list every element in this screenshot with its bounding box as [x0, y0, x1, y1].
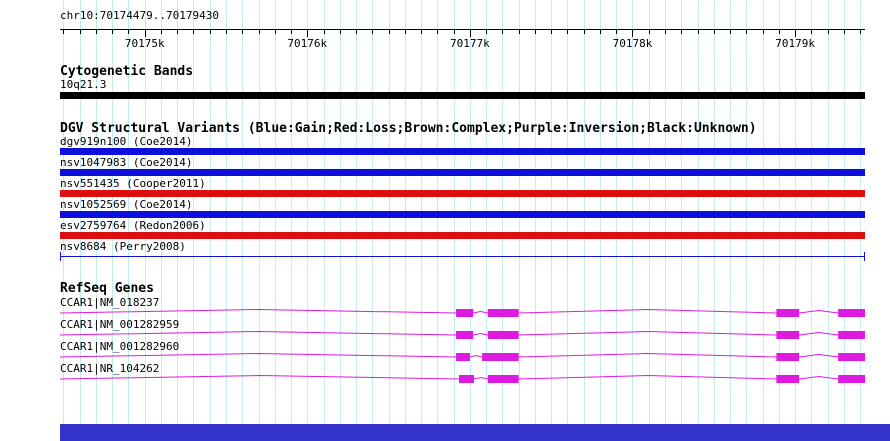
dgv-variant-bar[interactable]: [60, 211, 865, 218]
gene-structure[interactable]: [0, 308, 890, 318]
gene-label: CCAR1|NR_104262: [60, 362, 160, 375]
gene-exon-box[interactable]: [456, 353, 470, 361]
gene-structure[interactable]: [0, 330, 890, 340]
gene-exon-box[interactable]: [776, 375, 800, 383]
ruler-tick-label: 70176k: [287, 37, 327, 50]
ruler-tick-label: 70178k: [613, 37, 653, 50]
dgv-variant-bar[interactable]: [60, 232, 865, 239]
gene-label: CCAR1|NM_018237: [60, 296, 160, 309]
dgv-variant-label: nsv1047983 (Coe2014): [60, 156, 193, 169]
ruler-tick-label: 70175k: [125, 37, 165, 50]
gene-label: CCAR1|NM_001282959: [60, 318, 180, 331]
cytobands-section-title: Cytogenetic Bands: [60, 64, 194, 79]
coordinate-ruler[interactable]: 70175k 70176k 70177k 70178k 70179k: [0, 26, 890, 52]
gene-exon-box[interactable]: [459, 375, 474, 383]
dgv-variant-label: nsv8684 (Perry2008): [60, 240, 186, 253]
dgv-variant-span-line[interactable]: [0, 252, 890, 261]
dgv-variant-label: nsv551435 (Cooper2011): [60, 177, 206, 190]
dgv-section-title: DGV Structural Variants (Blue:Gain;Red:L…: [60, 121, 757, 136]
dgv-variant-label: esv2759764 (Redon2006): [60, 219, 206, 232]
gene-exon-box[interactable]: [838, 309, 865, 317]
cytoband-bar[interactable]: [60, 92, 865, 99]
cytoband-label: 10q21.3: [60, 78, 107, 91]
dgv-variant-label: nsv1052569 (Coe2014): [60, 198, 193, 211]
gene-exon-box[interactable]: [776, 309, 800, 317]
gene-exon-box[interactable]: [456, 331, 474, 339]
gene-exon-box[interactable]: [838, 375, 865, 383]
ruler-tick-label: 70179k: [775, 37, 815, 50]
dgv-variant-bar[interactable]: [60, 148, 865, 155]
dgv-variant-bar[interactable]: [60, 190, 865, 197]
dgv-variant-label: dgv919n100 (Coe2014): [60, 135, 193, 148]
gene-structure[interactable]: [0, 352, 890, 362]
gene-exon-box[interactable]: [776, 353, 800, 361]
gene-exon-box[interactable]: [776, 331, 800, 339]
refseq-section-title: RefSeq Genes: [60, 281, 154, 296]
gene-exon-box[interactable]: [487, 309, 519, 317]
region-label: chr10:70174479..70179430: [60, 9, 219, 22]
gene-exon-box[interactable]: [838, 353, 865, 361]
gene-exon-box[interactable]: [482, 353, 519, 361]
horizontal-scrollbar[interactable]: [60, 424, 890, 441]
gene-exon-box[interactable]: [487, 331, 519, 339]
ruler-tick-label: 70177k: [450, 37, 490, 50]
dgv-variant-bar[interactable]: [60, 169, 865, 176]
gene-structure[interactable]: [0, 374, 890, 384]
gene-exon-box[interactable]: [487, 375, 519, 383]
gene-exon-box[interactable]: [456, 309, 474, 317]
gene-label: CCAR1|NM_001282960: [60, 340, 180, 353]
gene-exon-box[interactable]: [838, 331, 865, 339]
